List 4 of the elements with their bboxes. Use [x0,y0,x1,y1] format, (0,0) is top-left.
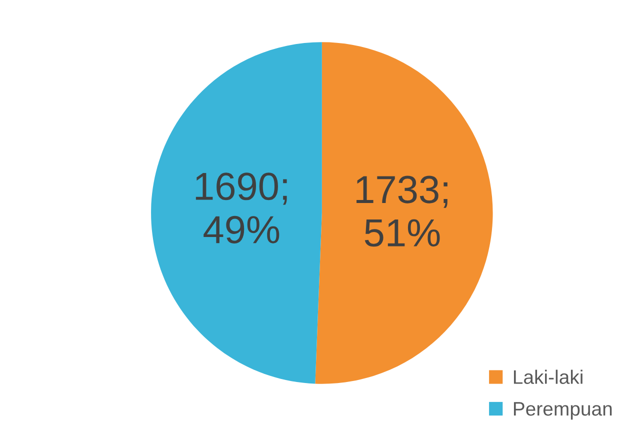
legend-label: Laki-laki [514,370,582,384]
data-label: 1733; 51% [356,176,448,247]
data-label: 1690; 49% [196,172,287,244]
legend-label: Perempuan [514,402,612,420]
